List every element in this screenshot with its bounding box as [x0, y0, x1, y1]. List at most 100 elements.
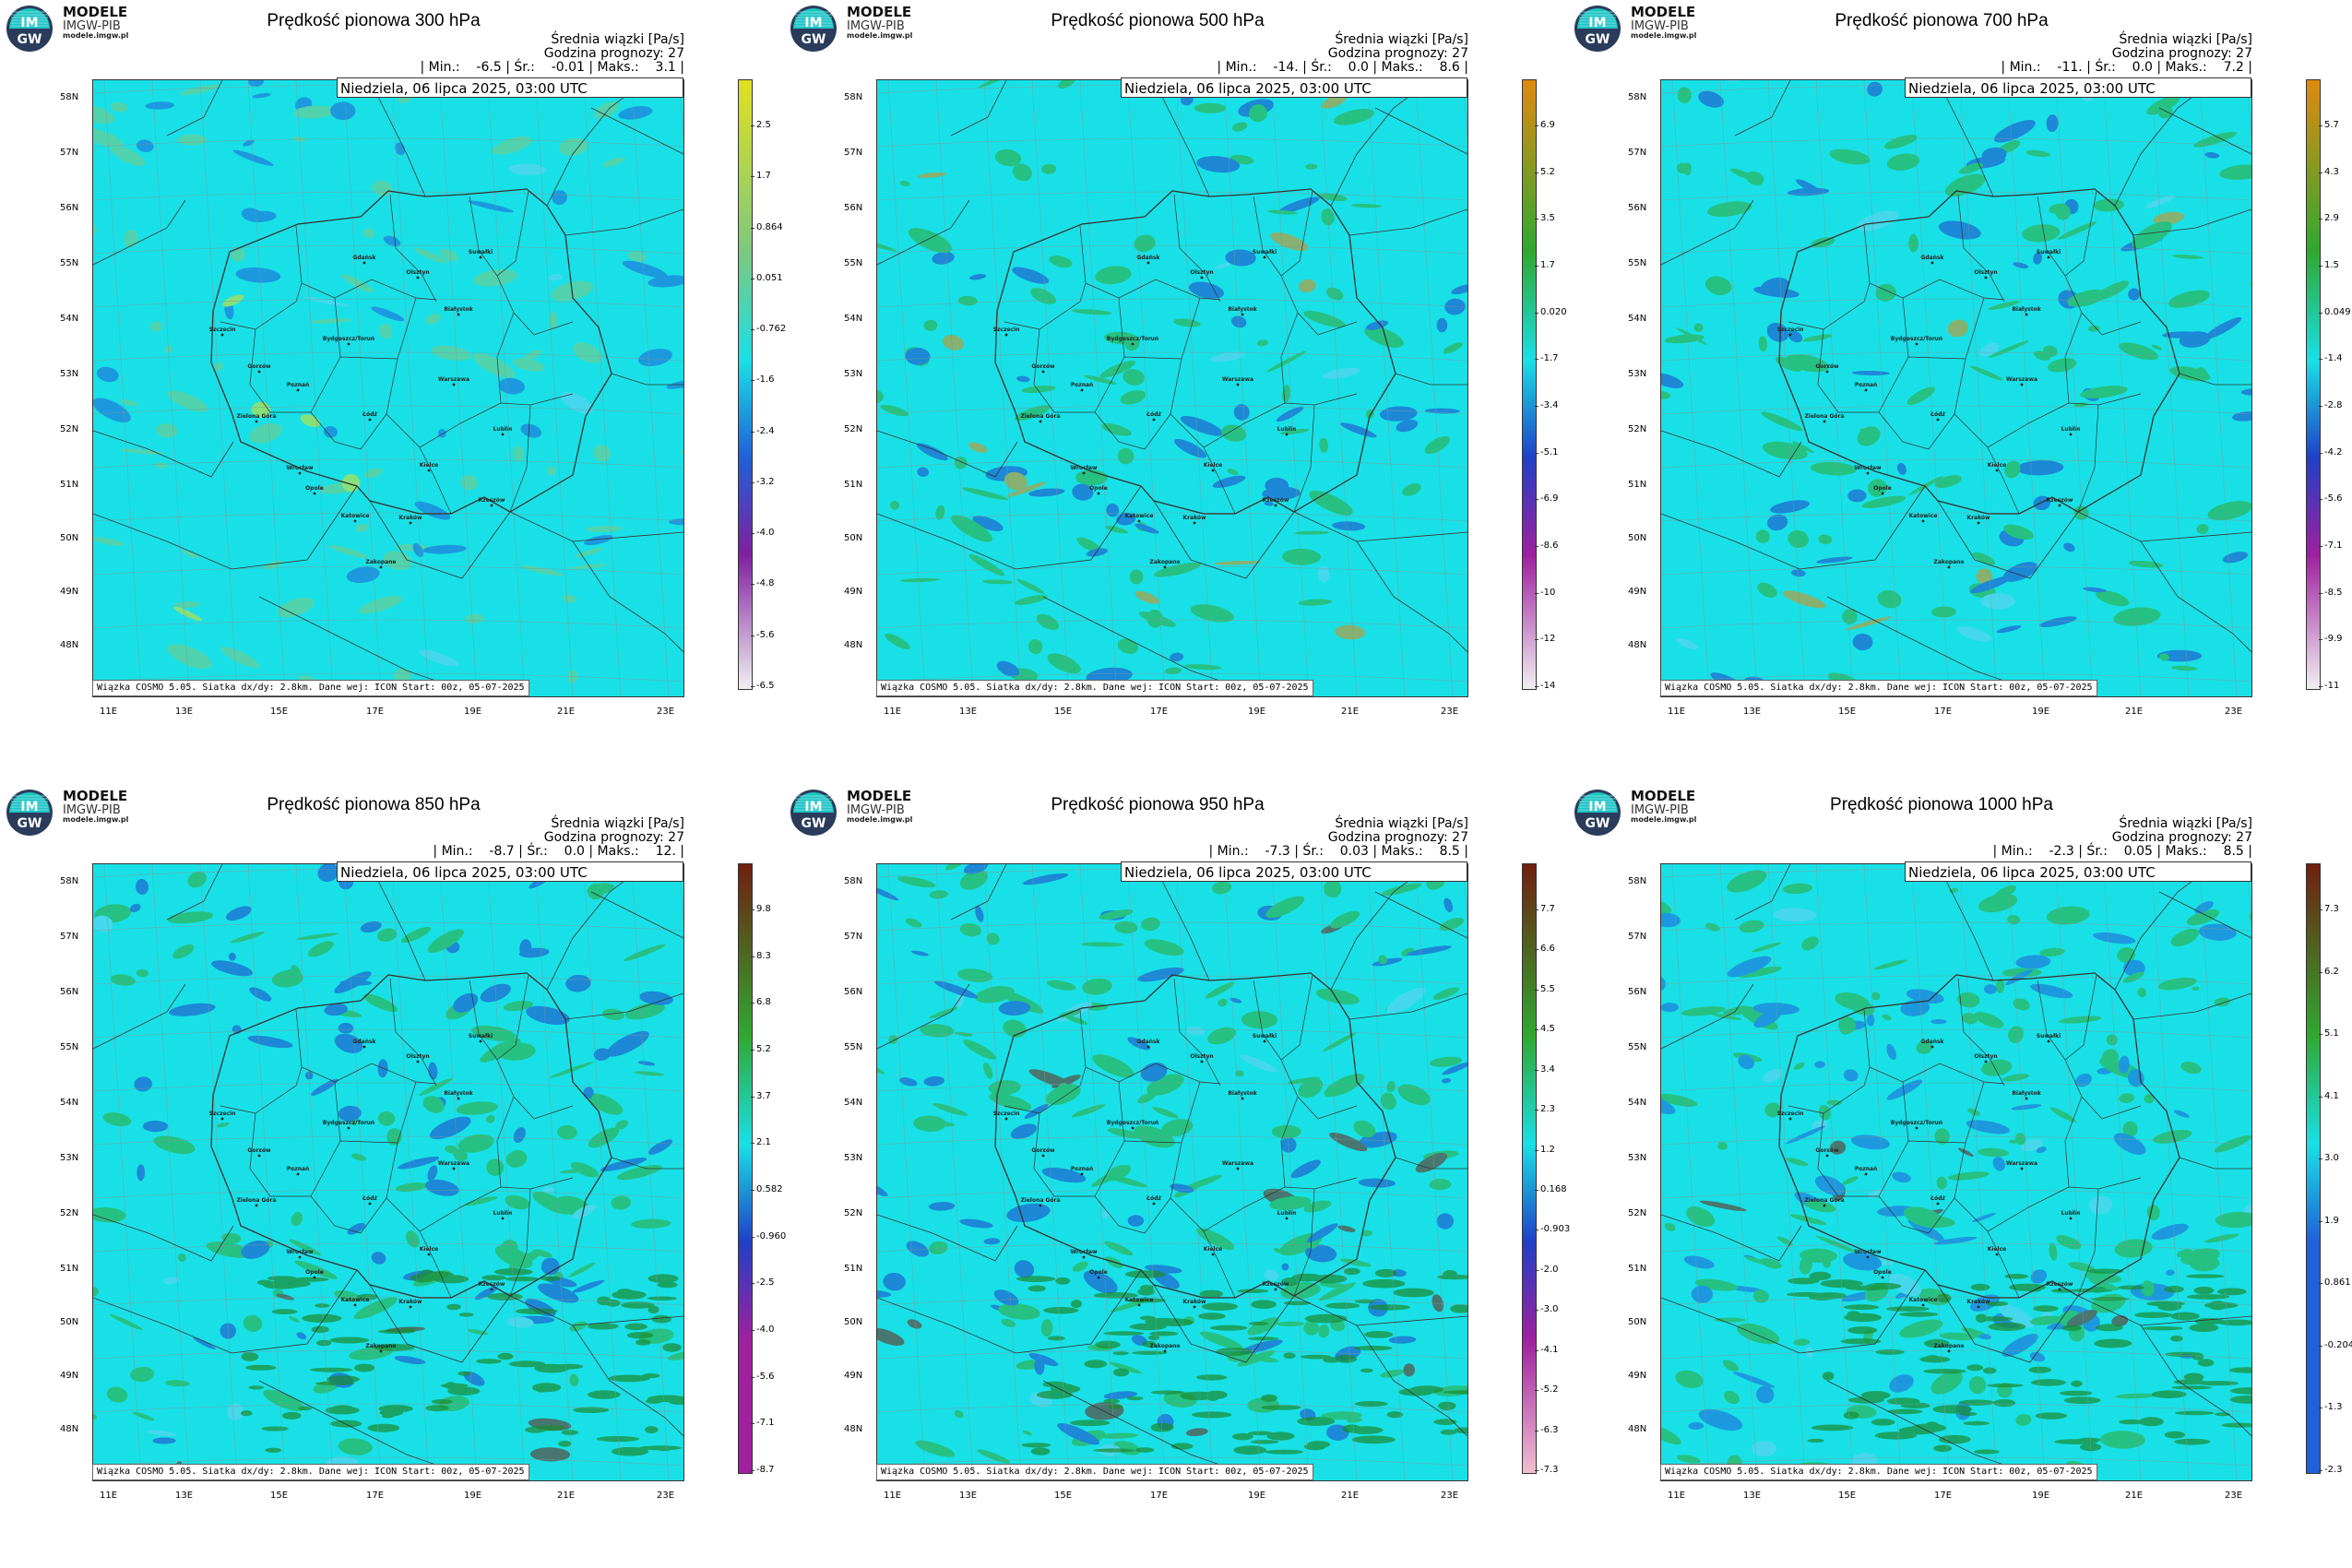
color-scale-tick: -4.2: [2319, 446, 2343, 457]
city-label: Rzeszów: [1263, 497, 1289, 504]
forecast-hour: Godzina prognozy: 27: [2111, 46, 2252, 61]
latitude-label: 48N: [844, 1424, 863, 1434]
longitude-label: 13E: [1743, 707, 1762, 717]
city-label: Olsztyn: [406, 269, 429, 276]
color-scale-tick: 5.2: [751, 1044, 771, 1054]
latitude-label: 56N: [844, 987, 863, 997]
graticule: [93, 80, 683, 696]
brand-line2: IMGW-PIB: [63, 18, 121, 33]
latitude-label: 54N: [1628, 1098, 1647, 1108]
city-label: Szczecin: [209, 327, 236, 333]
color-scale-tick: -3.2: [751, 476, 775, 487]
city-label: Zielona Góra: [1020, 413, 1060, 420]
color-scale-tick: 1.5: [2319, 260, 2339, 270]
latitude-label: 49N: [1628, 1371, 1647, 1381]
latitude-label: 48N: [1628, 1424, 1647, 1434]
color-scale-tick: 5.2: [1535, 166, 1555, 177]
graticule: [93, 864, 683, 1480]
city-label: Poznań: [287, 382, 310, 388]
color-scale-tick: -3.4: [1535, 400, 1559, 410]
city-label: Suwałki: [469, 1033, 493, 1039]
longitude-label: 13E: [175, 1491, 194, 1501]
run-info: Wiązka COSMO 5.05. Siatka dx/dy: 2.8km. …: [876, 680, 1313, 696]
city-label: Gorzów: [1815, 363, 1839, 370]
city-label: Zakopane: [1933, 1343, 1964, 1349]
imgw-logo: IM GW: [1574, 789, 1621, 837]
color-scale-tick: 4.3: [2319, 166, 2339, 177]
color-scale-tick: -2.0: [1535, 1264, 1559, 1275]
color-scale-tick: 1.7: [1535, 260, 1555, 270]
brand-line3: modele.imgw.pl: [847, 31, 913, 41]
city-label: Kielce: [420, 462, 438, 469]
longitude-label: 19E: [2032, 707, 2050, 717]
latitude-label: 52N: [844, 424, 863, 434]
brand-line1: MODELE: [63, 4, 128, 20]
city-label: Białystok: [1228, 306, 1257, 313]
color-scale-tick: 5.7: [2319, 120, 2339, 130]
color-scale-tick: 0.051: [751, 272, 783, 283]
latitude-label: 53N: [844, 1153, 863, 1163]
forecast-hour: Godzina prognozy: 27: [543, 46, 684, 61]
color-scale-tick: -1.4: [2319, 353, 2343, 364]
run-info: Wiązka COSMO 5.05. Siatka dx/dy: 2.8km. …: [876, 1464, 1313, 1480]
latitude-label: 48N: [60, 640, 79, 650]
longitude-label: 13E: [1743, 1491, 1762, 1501]
city-label: Rzeszów: [2047, 497, 2073, 504]
city-label: Katowice: [1909, 513, 1938, 519]
city-label: Kraków: [1966, 1299, 1990, 1305]
svg-text:GW: GW: [802, 32, 826, 47]
longitude-label: 13E: [959, 1491, 978, 1501]
city-label: Olsztyn: [406, 1053, 429, 1060]
imgw-logo: IM GW: [6, 5, 53, 53]
color-scale-tick: 4.1: [2319, 1090, 2339, 1101]
svg-text:IM: IM: [804, 16, 822, 30]
city-label: Bydgoszcz/Toruń: [323, 1120, 374, 1126]
city-label: Olsztyn: [1190, 269, 1213, 276]
forecast-panel: IM GW MODELE IMGW-PIB modele.imgw.pl Prędkość…: [784, 784, 1570, 1568]
city-label: Poznań: [1071, 382, 1094, 388]
latitude-label: 51N: [844, 1264, 863, 1274]
city-label: Rzeszów: [479, 1281, 505, 1288]
city-label: Gorzów: [1815, 1147, 1839, 1154]
latitude-label: 54N: [844, 314, 863, 324]
city-label: Opole: [305, 1269, 324, 1276]
brand-line1: MODELE: [1631, 4, 1696, 20]
city-label: Szczecin: [993, 1111, 1020, 1117]
forecast-hour: Godzina prognozy: 27: [543, 830, 684, 845]
svg-text:IM: IM: [20, 16, 38, 30]
city-label: Warszawa: [2006, 1160, 2037, 1167]
latitude-label: 49N: [60, 1371, 79, 1381]
brand-line1: MODELE: [847, 4, 912, 20]
city-label: Gorzów: [247, 1147, 271, 1154]
city-label: Zakopane: [1149, 559, 1180, 565]
brand-line3: modele.imgw.pl: [63, 31, 129, 41]
city-label: Suwałki: [2037, 249, 2061, 255]
city-label: Rzeszów: [1263, 1281, 1289, 1288]
city-label: Zielona Góra: [236, 1197, 276, 1204]
city-label: Wrocław: [287, 465, 314, 471]
brand-line3: modele.imgw.pl: [1631, 815, 1697, 825]
color-scale-tick: -6.5: [751, 681, 775, 691]
svg-text:GW: GW: [802, 816, 826, 831]
brand-line2: IMGW-PIB: [1631, 802, 1689, 817]
color-scale-tick: 2.1: [751, 1137, 771, 1148]
latitude-label: 51N: [60, 480, 79, 490]
city-label: Białystok: [2012, 1090, 2041, 1097]
color-scale-tick: 2.9: [2319, 213, 2339, 224]
latitude-label: 54N: [60, 1098, 79, 1108]
color-scale-tick: 1.7: [751, 171, 771, 182]
latitude-label: 58N: [60, 876, 79, 886]
city-label: Kielce: [1204, 1246, 1222, 1253]
forecast-date: Niedziela, 06 lipca 2025, 03:00 UTC: [1121, 861, 1467, 882]
city-label: Warszawa: [1222, 1160, 1253, 1167]
latitude-label: 56N: [60, 203, 79, 213]
latitude-label: 52N: [60, 424, 79, 434]
city-label: Warszawa: [2006, 376, 2037, 383]
longitude-label: 11E: [100, 707, 118, 717]
longitude-label: 11E: [1668, 1491, 1686, 1501]
run-info: Wiązka COSMO 5.05. Siatka dx/dy: 2.8km. …: [92, 680, 529, 696]
forecast-hour: Godzina prognozy: 27: [1327, 46, 1468, 61]
latitude-label: 58N: [1628, 876, 1647, 886]
city-label: Gdańsk: [352, 255, 376, 261]
latitude-label: 52N: [1628, 1208, 1647, 1218]
